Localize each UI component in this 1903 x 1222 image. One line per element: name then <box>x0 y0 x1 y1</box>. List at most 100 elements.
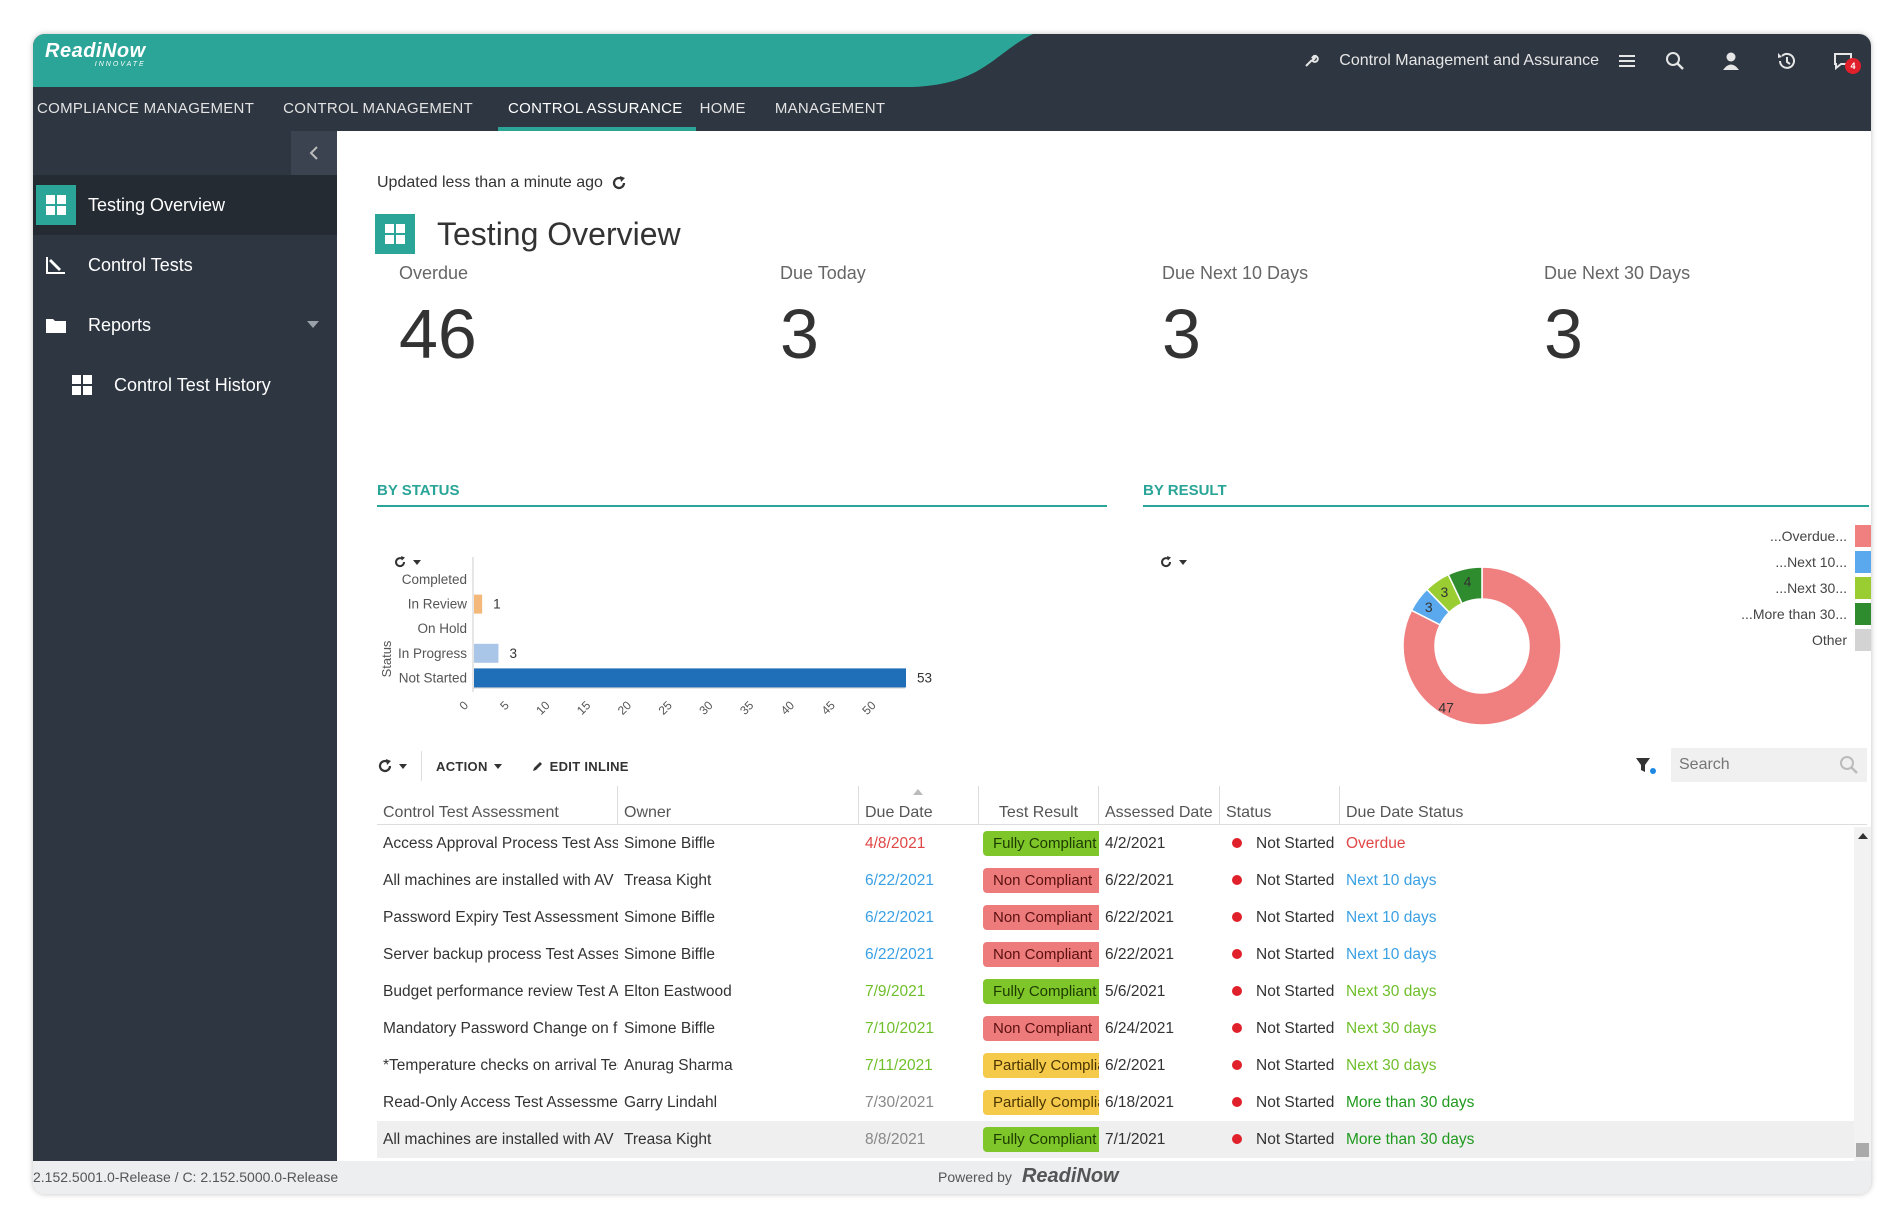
search-box <box>1671 748 1867 782</box>
refresh-icon[interactable] <box>611 175 627 191</box>
app-title[interactable]: Control Management and Assurance <box>1339 51 1599 69</box>
column-header-due-date[interactable]: Due Date <box>859 786 979 824</box>
owner[interactable]: Treasa Kight <box>624 1130 712 1148</box>
table-row[interactable]: Access Approval Process Test Assessm... S… <box>377 825 1867 862</box>
owner[interactable]: Elton Eastwood <box>624 982 732 1000</box>
table-row[interactable]: Password Expiry Test Assessment Simone Bi… <box>377 899 1867 936</box>
owner[interactable]: Simone Biffle <box>624 945 716 963</box>
table-cell: Non Compliant <box>979 1016 1099 1041</box>
filter-icon[interactable] <box>1635 756 1657 776</box>
status-dot-icon <box>1232 1096 1242 1107</box>
sidebar-item-reports[interactable]: Reports <box>33 295 337 355</box>
column-header-owner[interactable]: Owner <box>618 786 859 824</box>
table-cell: 7/10/2021 <box>859 1020 979 1038</box>
chevron-down-icon[interactable] <box>307 321 319 328</box>
bar[interactable] <box>474 643 499 663</box>
nav-control-management[interactable]: CONTROL MANAGEMENT <box>283 100 474 117</box>
owner[interactable]: Simone Biffle <box>624 908 716 926</box>
sidebar-item-testing-overview[interactable]: Testing Overview <box>33 175 337 235</box>
assessment-name[interactable]: Read-Only Access Test Assessment <box>383 1093 618 1111</box>
kpi-overdue[interactable]: Overdue 46 <box>399 263 477 374</box>
readinow-logo[interactable]: ReadiNow INNOVATE <box>45 40 146 68</box>
column-header-assessed-date[interactable]: Assessed Date <box>1099 786 1220 824</box>
chart-refresh-control[interactable] <box>393 555 421 569</box>
folder-icon <box>36 305 76 345</box>
assessment-name[interactable]: Password Expiry Test Assessment <box>383 908 618 926</box>
table-row[interactable]: Server backup process Test Assessment Sim… <box>377 936 1867 973</box>
user-icon[interactable] <box>1703 34 1759 87</box>
app-window: ReadiNow INNOVATE Control Management and… <box>33 34 1871 1194</box>
donut-slice[interactable] <box>1447 566 1483 605</box>
table-cell: Garry Lindahl <box>618 1094 859 1112</box>
legend-label: ...More than 30... <box>1741 606 1847 622</box>
sidebar-item-control-tests[interactable]: Control Tests <box>33 235 337 295</box>
powered-by-label: Powered by <box>938 1168 1012 1185</box>
table-row[interactable]: Mandatory Password Change on first l... S… <box>377 1010 1867 1047</box>
legend-entry[interactable]: Other <box>1697 627 1871 653</box>
search-input[interactable] <box>1679 756 1839 774</box>
bar[interactable] <box>474 668 906 688</box>
kpi-due-next-10[interactable]: Due Next 10 Days 3 <box>1162 263 1308 374</box>
legend-entry[interactable]: ...More than 30... <box>1697 601 1871 627</box>
bar[interactable] <box>474 594 483 614</box>
assessed-date: 6/24/2021 <box>1105 1019 1174 1037</box>
assessment-name[interactable]: All machines are installed with AV Test … <box>383 871 618 889</box>
legend-entry[interactable]: ...Next 10... <box>1697 549 1871 575</box>
y-axis-label: Status <box>379 640 394 677</box>
status-dot-icon <box>1232 1022 1242 1033</box>
assessment-name[interactable]: Budget performance review Test Asses... <box>383 982 618 1000</box>
wrench-icon[interactable] <box>1283 34 1339 87</box>
table-row[interactable]: *Temperature checks on arrival Test As..… <box>377 1047 1867 1084</box>
collapse-sidebar-button[interactable] <box>291 131 337 175</box>
nav-management[interactable]: MANAGEMENT <box>774 100 886 117</box>
grid-refresh-control[interactable] <box>377 758 407 774</box>
column-header-status[interactable]: Status <box>1220 786 1340 824</box>
nav-compliance-management[interactable]: COMPLIANCE MANAGEMENT <box>37 100 255 117</box>
nav-home[interactable]: HOME <box>699 100 746 117</box>
assessment-name[interactable]: All machines are installed with AV Test … <box>383 1130 618 1148</box>
assessment-name[interactable]: Server backup process Test Assessment <box>383 945 618 963</box>
column-header-assessment[interactable]: Control Test Assessment <box>377 786 618 824</box>
table-cell: 4/2/2021 <box>1099 835 1220 853</box>
legend-entry[interactable]: ...Overdue... <box>1697 523 1871 549</box>
scroll-up-arrow[interactable] <box>1858 833 1868 839</box>
chart-refresh-control[interactable] <box>1159 555 1187 569</box>
footer-logo[interactable]: ReadiNow <box>1021 1165 1119 1187</box>
assessment-name[interactable]: Mandatory Password Change on first l... <box>383 1019 618 1037</box>
edit-inline-button[interactable]: EDIT INLINE <box>532 759 629 774</box>
legend-swatch <box>1855 577 1871 599</box>
owner[interactable]: Simone Biffle <box>624 834 716 852</box>
chat-icon[interactable]: 4 <box>1815 34 1871 87</box>
kpi-due-next-30[interactable]: Due Next 30 Days 3 <box>1544 263 1690 374</box>
table-row[interactable]: All machines are installed with AV Test … <box>377 1121 1867 1158</box>
table-cell: 7/30/2021 <box>859 1094 979 1112</box>
owner[interactable]: Garry Lindahl <box>624 1093 718 1111</box>
grid-scrollbar[interactable] <box>1854 827 1871 1161</box>
sidebar-item-control-test-history[interactable]: Control Test History <box>33 355 337 415</box>
hamburger-icon[interactable] <box>1607 34 1647 87</box>
column-header-test-result[interactable]: Test Result <box>979 786 1099 824</box>
table-row[interactable]: Read-Only Access Test Assessment Garry Li… <box>377 1084 1867 1121</box>
donut-slice[interactable] <box>1402 566 1562 726</box>
table-row[interactable]: All machines are installed with AV Test … <box>377 862 1867 899</box>
owner[interactable]: Treasa Kight <box>624 871 712 889</box>
history-icon[interactable] <box>1759 34 1815 87</box>
notification-badge: 4 <box>1845 58 1861 74</box>
column-header-due-date-status[interactable]: Due Date Status <box>1346 804 1464 821</box>
owner[interactable]: Anurag Sharma <box>624 1056 733 1074</box>
table-cell: Not Started <box>1220 983 1340 1001</box>
table-cell: Mandatory Password Change on first l... <box>377 1020 618 1038</box>
legend-entry[interactable]: ...Next 30... <box>1697 575 1871 601</box>
slice-data-label: 3 <box>1425 599 1433 615</box>
nav-control-assurance[interactable]: CONTROL ASSURANCE <box>498 87 696 131</box>
status-text: Not Started <box>1256 945 1335 963</box>
kpi-due-today[interactable]: Due Today 3 <box>780 263 866 374</box>
scroll-thumb[interactable] <box>1856 1143 1869 1157</box>
assessment-name[interactable]: Access Approval Process Test Assessm... <box>383 834 618 852</box>
search-icon[interactable] <box>1839 755 1859 775</box>
search-icon[interactable] <box>1647 34 1703 87</box>
table-row[interactable]: Budget performance review Test Asses... E… <box>377 973 1867 1010</box>
assessment-name[interactable]: *Temperature checks on arrival Test As..… <box>383 1056 618 1074</box>
action-menu-button[interactable]: ACTION <box>436 759 502 774</box>
owner[interactable]: Simone Biffle <box>624 1019 716 1037</box>
